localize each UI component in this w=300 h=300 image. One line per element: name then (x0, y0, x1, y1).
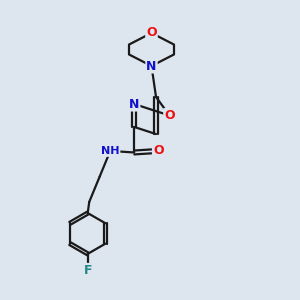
Text: O: O (153, 145, 164, 158)
Text: F: F (83, 264, 92, 277)
Text: NH: NH (101, 146, 119, 156)
Text: N: N (129, 98, 140, 110)
Text: O: O (164, 109, 175, 122)
Text: N: N (146, 59, 157, 73)
Text: O: O (146, 26, 157, 40)
